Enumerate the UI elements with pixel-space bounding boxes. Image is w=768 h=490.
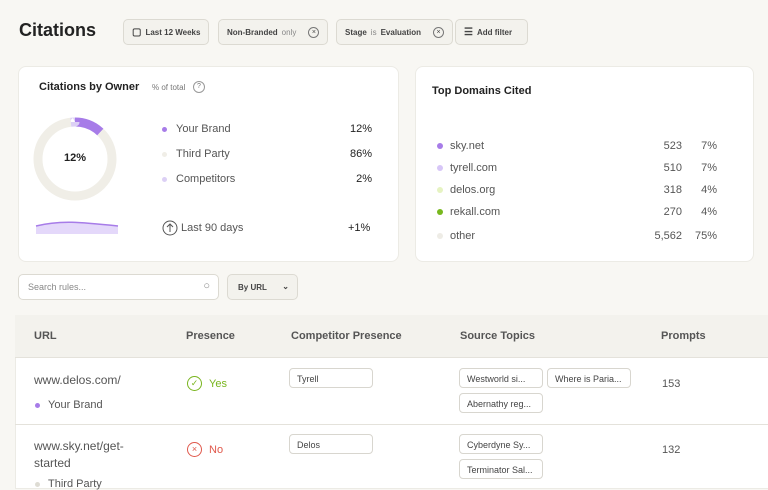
domain-share: 75% <box>694 230 717 242</box>
competitor-tag: Tyrell <box>289 368 373 388</box>
view-label: By URL <box>238 283 267 292</box>
filter-label: Non-Branded <box>227 27 278 37</box>
domain-count: 270 <box>663 206 682 218</box>
domain-share: 7% <box>701 162 717 174</box>
trend-icon <box>162 220 178 236</box>
add-filter[interactable]: ☰ Add filter <box>455 19 528 45</box>
legend-label: Your Brand <box>176 123 231 135</box>
trend-change: +1% <box>348 222 371 234</box>
domain-item: sky.net <box>437 140 484 152</box>
filter-value: Evaluation <box>380 27 422 37</box>
legend-item: Your Brand <box>162 123 231 135</box>
legend-label: Competitors <box>176 173 236 185</box>
card-subtitle: % of total <box>152 83 186 92</box>
presence-icon: ✓ <box>187 376 202 391</box>
owner: Third Party <box>48 478 102 490</box>
domain-name: sky.net <box>450 140 485 152</box>
domain-dot <box>437 209 443 216</box>
column-header: Presence <box>186 330 235 342</box>
domain-share: 7% <box>701 140 717 152</box>
column-header: Competitor Presence <box>291 330 402 342</box>
domains-card <box>415 66 754 262</box>
sparkline <box>36 222 118 234</box>
legend-dot <box>162 176 167 182</box>
domain-count: 318 <box>663 184 682 196</box>
domain-count: 523 <box>663 140 682 152</box>
donut-center: 12% <box>63 152 87 164</box>
url: www.sky.net/get-started <box>34 439 124 470</box>
url: www.delos.com/ <box>34 373 121 387</box>
presence: No <box>209 444 224 456</box>
filter-label: Stage <box>345 27 367 37</box>
card-title: Top Domains Cited <box>432 85 532 97</box>
prompts: 153 <box>662 378 681 390</box>
legend-value: 12% <box>349 123 372 135</box>
domain-share: 4% <box>701 184 717 196</box>
topic-tag: Abernathy reg... <box>459 393 543 413</box>
trend-arrow <box>166 223 174 232</box>
legend-dot <box>162 126 167 132</box>
sparkline-line <box>35 221 119 227</box>
donut-segment <box>33 117 117 201</box>
filter-qualifier: only <box>281 27 297 37</box>
card-title: Citations by Owner <box>39 81 140 93</box>
domain-name: rekall.com <box>450 206 501 218</box>
prompts: 132 <box>662 444 681 456</box>
search-box[interactable]: Search rules... ○ <box>18 274 219 300</box>
owner-dot <box>35 482 40 487</box>
domain-name: delos.org <box>450 184 496 196</box>
domain-count: 510 <box>663 162 682 174</box>
search-placeholder: Search rules... <box>28 282 87 292</box>
topic-tag: Terminator Sal... <box>459 459 543 479</box>
filter[interactable]: Stage is Evaluation × <box>336 19 454 45</box>
donut-segment <box>33 117 117 201</box>
help-icon[interactable]: ? <box>193 81 205 93</box>
column-header: URL <box>34 330 57 342</box>
owner: Your Brand <box>48 399 103 411</box>
view-dropdown[interactable]: By URL ⌄ <box>227 274 298 300</box>
domain-dot <box>437 143 443 150</box>
add-filter-label: Add filter <box>476 27 513 37</box>
filter[interactable]: Non-Branded only × <box>218 19 329 45</box>
domain-share: 4% <box>701 206 717 218</box>
domain-item: delos.org <box>437 184 495 196</box>
legend-item: Third Party <box>162 148 230 160</box>
presence: Yes <box>209 378 227 390</box>
domain-count: 5,562 <box>654 230 682 242</box>
domain-dot <box>437 165 443 172</box>
filter[interactable]: ▢ Last 12 Weeks <box>123 19 210 45</box>
table-header <box>15 315 768 358</box>
legend-item: Competitors <box>162 173 235 185</box>
domain-name: other <box>450 230 476 242</box>
domain-dot <box>437 187 443 194</box>
domain-name: tyrell.com <box>450 162 498 174</box>
legend-dot <box>162 151 167 157</box>
domain-item: tyrell.com <box>437 162 497 174</box>
owner-dot <box>35 403 40 408</box>
column-header: Prompts <box>661 330 706 342</box>
filter-operator: is <box>370 27 377 37</box>
legend-value: 2% <box>356 173 372 185</box>
presence-icon: × <box>187 442 202 457</box>
topic-tag: Where is Paria... <box>547 368 631 388</box>
row-divider <box>15 424 768 425</box>
filter-label: Last 12 Weeks <box>145 27 201 37</box>
topic-tag: Cyberdyne Sy... <box>459 434 543 454</box>
topic-tag: Westworld si... <box>459 368 543 388</box>
domain-dot <box>437 233 443 240</box>
column-header: Source Topics <box>460 330 535 342</box>
competitor-tag: Delos <box>289 434 373 454</box>
domain-item: rekall.com <box>437 206 500 218</box>
legend-label: Third Party <box>176 148 230 160</box>
page-title: Citations <box>19 20 97 40</box>
legend-value: 86% <box>349 148 372 160</box>
domain-item: other <box>437 230 475 242</box>
trend-label: Last 90 days <box>181 222 244 234</box>
